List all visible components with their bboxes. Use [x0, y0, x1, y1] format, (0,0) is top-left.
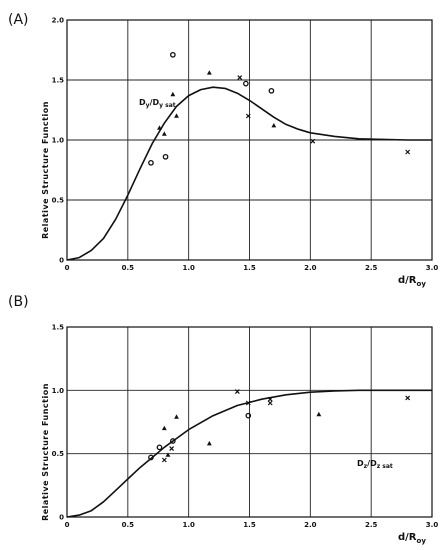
x-axis-label-sub: oy [417, 537, 427, 545]
curve-label-mid: /D [150, 98, 160, 107]
data-point-cross [405, 149, 411, 155]
x-tick-label: 0 [65, 264, 70, 272]
panel-label: (B) [8, 294, 29, 310]
y-tick-label: 0.5 [52, 197, 65, 205]
data-point-cross [310, 138, 316, 144]
x-tick-label: 0.5 [122, 521, 135, 529]
x-tick-label: 2.0 [304, 521, 317, 529]
data-point-circle [170, 438, 176, 444]
y-axis-label: Relative Structure Function [41, 383, 50, 521]
model-curve [66, 86, 432, 261]
x-tick-label: 3.0 [426, 264, 439, 272]
curve-label-mid: /D [367, 459, 377, 468]
curve-label-sub2: y sat [159, 102, 176, 109]
y-tick-label: 1.5 [52, 77, 65, 85]
y-tick-label: 2.0 [52, 17, 65, 25]
data-point-triangle [157, 125, 162, 130]
y-tick-label: 1.0 [52, 137, 65, 145]
x-tick-label: 2.5 [365, 264, 378, 272]
x-tick-label: 3.0 [426, 521, 439, 529]
x-axis-label-main: d/R [398, 532, 417, 543]
y-tick-label: 0 [59, 257, 64, 265]
x-tick-label: 2.5 [365, 521, 378, 529]
curve-label: Dz/Dz sat [357, 459, 393, 470]
curve-label-main: D [139, 98, 146, 107]
data-point-cross [169, 446, 175, 452]
data-point-triangle [161, 131, 167, 136]
data-point-circle [268, 87, 275, 94]
x-axis-label: d/Roy [398, 275, 426, 288]
data-point-triangle [271, 123, 277, 128]
data-point-cross [267, 400, 273, 406]
data-point-circle [245, 412, 252, 419]
panel-label: (A) [8, 12, 29, 28]
y-tick-label: 0.5 [52, 450, 65, 458]
x-tick-label: 2.0 [304, 264, 317, 272]
data-point-circle [243, 80, 249, 87]
data-point-triangle [206, 440, 212, 446]
x-axis-label: d/Roy [398, 532, 426, 545]
x-axis-label-sub: oy [417, 280, 427, 288]
curve-label: Dy/Dy sat [139, 98, 176, 109]
curve-label-sub2: z sat [377, 463, 393, 470]
data-point-cross [161, 457, 167, 463]
x-axis-label-main: d/R [398, 275, 417, 286]
data-point-circle [148, 454, 154, 461]
x-tick-label: 1.5 [243, 521, 256, 529]
data-point-cross [245, 400, 251, 406]
data-point-circle [162, 153, 169, 160]
data-point-triangle [161, 425, 167, 431]
data-point-cross [267, 396, 273, 402]
data-point-circle [148, 159, 154, 166]
data-point-triangle [174, 414, 179, 419]
model-curve [66, 389, 432, 518]
data-point-triangle [170, 91, 176, 97]
data-point-triangle [174, 113, 179, 118]
data-point-cross [237, 75, 243, 81]
y-tick-label: 0 [59, 514, 64, 522]
x-tick-label: 1.5 [243, 264, 256, 272]
curve-label-sub: y [146, 102, 150, 109]
data-point-cross [245, 113, 251, 119]
data-point-triangle [316, 411, 322, 417]
curve-label-main: D [357, 459, 364, 468]
x-tick-label: 0 [65, 521, 70, 529]
data-point-circle [156, 444, 163, 451]
data-point-cross [234, 389, 240, 395]
curve-label-sub: z [364, 463, 368, 470]
y-tick-label: 1.5 [52, 324, 65, 332]
x-tick-label: 1.0 [182, 521, 195, 529]
data-point-cross [405, 395, 411, 401]
y-axis-label: Relative Structure Function [41, 101, 50, 239]
y-tick-label: 1.0 [52, 387, 65, 395]
plot-frame [66, 326, 433, 518]
x-tick-label: 0.5 [122, 264, 135, 272]
data-point-circle [170, 51, 176, 58]
data-point-triangle [165, 452, 171, 457]
x-tick-label: 1.0 [182, 264, 195, 272]
data-point-triangle [206, 70, 212, 75]
